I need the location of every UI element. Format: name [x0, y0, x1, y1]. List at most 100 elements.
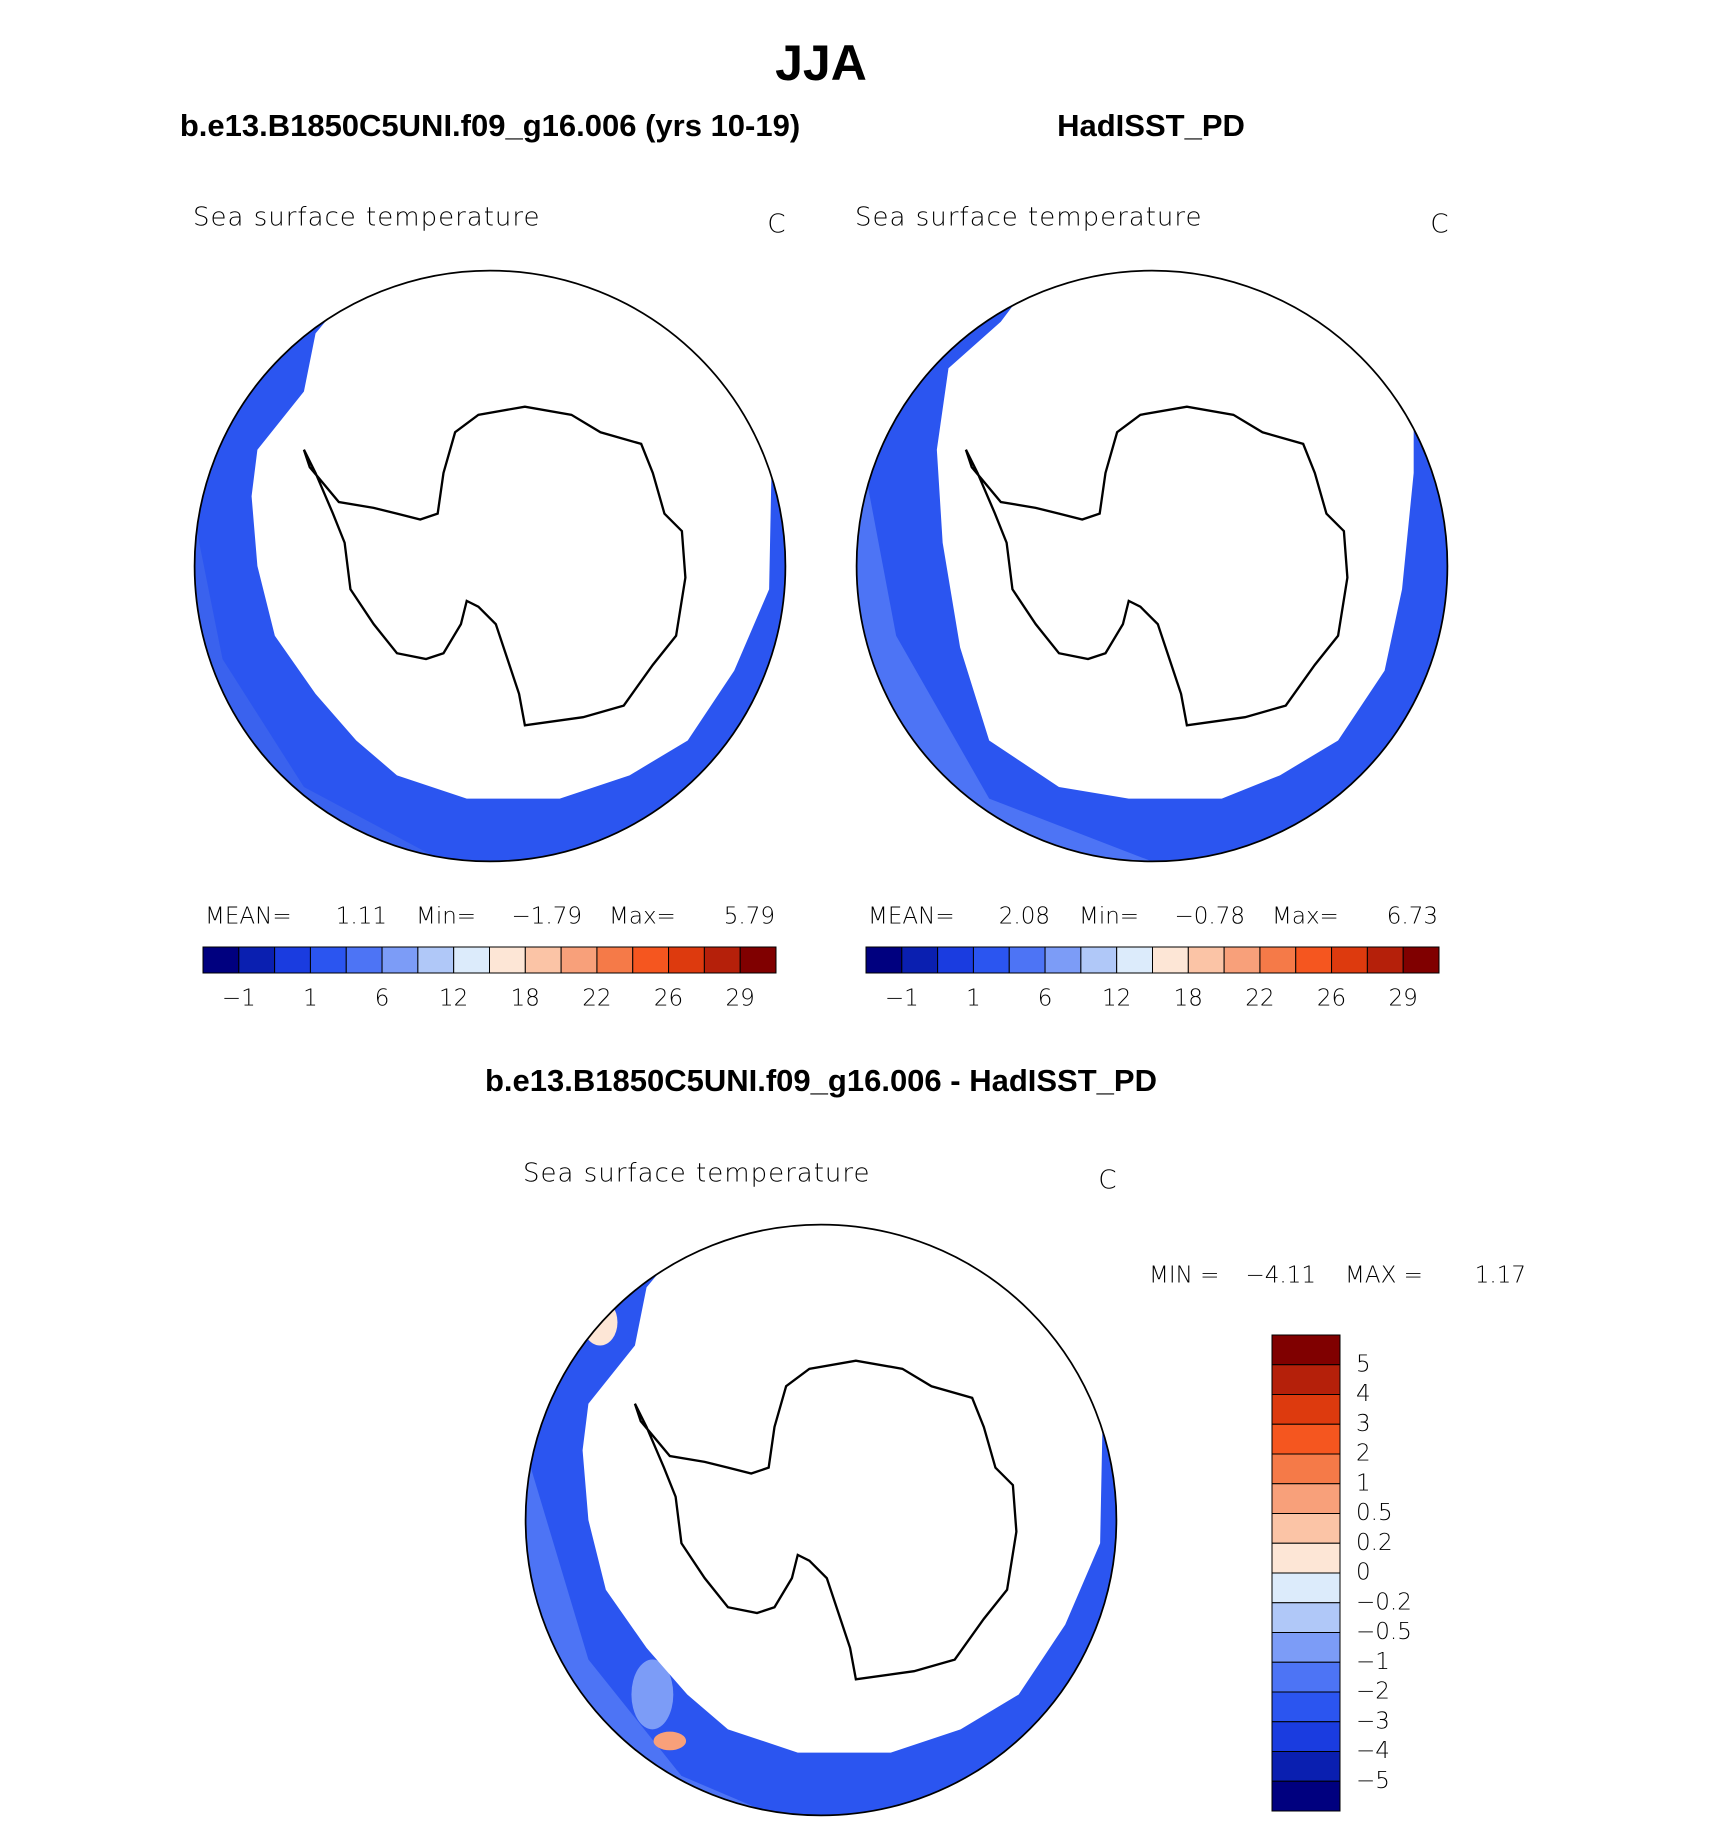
stat-value: −0.78: [1175, 904, 1245, 930]
colorbar-box: [381, 946, 419, 974]
stat-label: MEAN=: [205, 904, 292, 930]
colorbar-box: [1223, 946, 1261, 974]
colorbar-label: 4: [1356, 1381, 1371, 1407]
stat-value: −4.11: [1246, 1263, 1316, 1289]
colorbar-box: [596, 946, 634, 974]
colorbar-label: 5: [1356, 1351, 1371, 1377]
stat-label: MEAN=: [868, 904, 955, 930]
colorbar-box: [417, 946, 455, 974]
map: [193, 269, 787, 863]
colorbar-label: 1: [1356, 1470, 1371, 1496]
colorbar-box: [238, 946, 276, 974]
colorbar-box: [453, 946, 490, 974]
colorbar-box: [345, 946, 383, 974]
figure-title: JJA: [775, 35, 867, 91]
units-label: C: [1098, 1166, 1117, 1196]
colorbar-label: 0: [1356, 1560, 1371, 1586]
colorbar-box: [1271, 1632, 1341, 1663]
stat-label: MAX =: [1345, 1263, 1423, 1289]
panel-title: b.e13.B1850C5UNI.f09_g16.006 (yrs 10-19): [180, 108, 800, 143]
colorbar-label: −0.2: [1356, 1589, 1412, 1615]
stat-value: −1.79: [512, 904, 582, 930]
colorbar-box: [1259, 946, 1297, 974]
colorbar-box: [1295, 946, 1333, 974]
colorbar-box: [1080, 946, 1118, 974]
colorbar-box: [1331, 946, 1368, 974]
colorbar-label: −3: [1356, 1708, 1390, 1734]
colorbar-box: [1271, 1394, 1341, 1425]
colorbar-label: 22: [1245, 986, 1274, 1012]
colorbar-label: 29: [1389, 986, 1418, 1012]
colorbar-box: [703, 946, 741, 974]
colorbar-label: −1: [885, 986, 919, 1012]
colorbar-box: [1271, 1661, 1341, 1693]
stat-value: 5.79: [724, 904, 775, 930]
colorbar-box: [1271, 1602, 1341, 1633]
colorbar-label: 1: [966, 986, 981, 1012]
colorbar-box: [937, 946, 974, 974]
colorbar-box: [1044, 946, 1082, 974]
colorbar-box: [632, 946, 670, 974]
stat-label: Max=: [1272, 904, 1339, 930]
colorbar-box: [865, 946, 903, 974]
colorbar-label: −4: [1356, 1738, 1390, 1764]
units-label: C: [1430, 210, 1449, 240]
stat-value: 1.11: [336, 904, 387, 930]
colorbar-label: 0.5: [1356, 1500, 1393, 1526]
colorbar-box: [1271, 1423, 1341, 1455]
colorbar-label: −1: [222, 986, 256, 1012]
colorbar-label: 18: [1174, 986, 1203, 1012]
colorbar-box: [1187, 946, 1225, 974]
colorbar-box: [1271, 1751, 1341, 1782]
difference-title: b.e13.B1850C5UNI.f09_g16.006 - HadISST_P…: [485, 1063, 1157, 1098]
variable-label: Sea surface temperature: [523, 1159, 870, 1189]
colorbar-label: 26: [1317, 986, 1346, 1012]
colorbar-box: [1271, 1364, 1341, 1395]
colorbar-label: 3: [1356, 1411, 1371, 1437]
colorbar-box: [202, 946, 240, 974]
colorbar-box: [972, 946, 1010, 974]
colorbar-box: [309, 946, 347, 974]
colorbar-label: 6: [375, 986, 390, 1012]
colorbar-label: 26: [654, 986, 683, 1012]
colorbar-label: 18: [511, 986, 540, 1012]
stat-value: 1.17: [1475, 1263, 1526, 1289]
colorbar-label: 12: [1102, 986, 1131, 1012]
colorbar-box: [489, 946, 526, 974]
stat-label: MIN =: [1149, 1263, 1219, 1289]
colorbar-label: −1: [1356, 1649, 1390, 1675]
colorbar-box: [901, 946, 939, 974]
colorbar-box: [1271, 1572, 1341, 1604]
colorbar-box: [274, 946, 311, 974]
colorbar-box: [1271, 1780, 1341, 1812]
colorbar-box: [1271, 1542, 1341, 1574]
colorbar-box: [1271, 1483, 1341, 1514]
colorbar-label: −2: [1356, 1679, 1390, 1705]
colorbar-box: [1271, 1334, 1341, 1366]
colorbar-label: 6: [1038, 986, 1053, 1012]
colorbar-label: −0.5: [1356, 1619, 1412, 1645]
stat-label: Min=: [1079, 904, 1139, 930]
colorbar-box: [524, 946, 562, 974]
colorbar-label: −5: [1356, 1768, 1390, 1794]
colorbar-label: 0.2: [1356, 1530, 1393, 1556]
colorbar-box: [1271, 1513, 1341, 1544]
variable-label: Sea surface temperature: [193, 203, 540, 233]
colorbar-label: 1: [303, 986, 318, 1012]
panel-title: HadISST_PD: [1057, 108, 1245, 143]
colorbar-label: 2: [1356, 1441, 1371, 1467]
colorbar-box: [739, 946, 777, 974]
colorbar-box: [1008, 946, 1046, 974]
colorbar-box: [1271, 1721, 1341, 1752]
colorbar-box: [560, 946, 598, 974]
colorbar-box: [1366, 946, 1404, 974]
stat-label: Min=: [416, 904, 476, 930]
map: [855, 269, 1449, 863]
map: [524, 1223, 1118, 1817]
colorbar-label: 12: [439, 986, 468, 1012]
variable-label: Sea surface temperature: [855, 203, 1202, 233]
stat-value: 2.08: [999, 904, 1050, 930]
colorbar-box: [668, 946, 705, 974]
stat-label: Max=: [609, 904, 676, 930]
